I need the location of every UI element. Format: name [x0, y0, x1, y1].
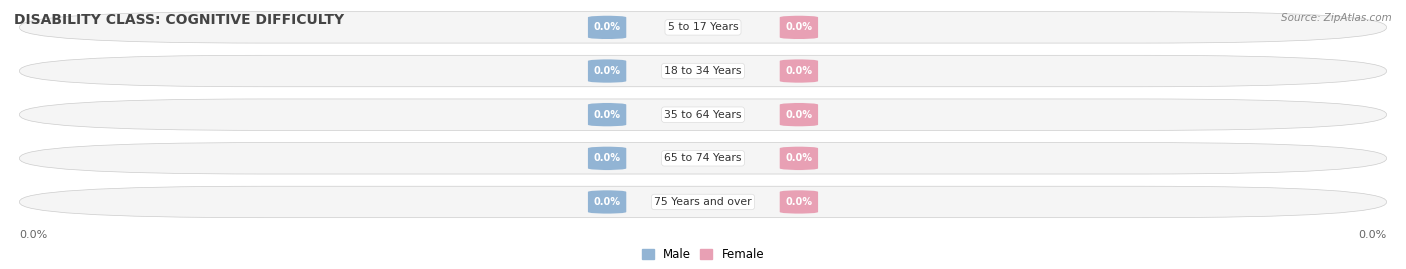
Text: 0.0%: 0.0%: [593, 153, 620, 163]
Text: 0.0%: 0.0%: [786, 110, 813, 120]
Text: 0.0%: 0.0%: [593, 22, 620, 32]
Text: 0.0%: 0.0%: [20, 230, 48, 240]
FancyBboxPatch shape: [588, 103, 626, 126]
Text: DISABILITY CLASS: COGNITIVE DIFFICULTY: DISABILITY CLASS: COGNITIVE DIFFICULTY: [14, 13, 344, 27]
FancyBboxPatch shape: [780, 147, 818, 170]
FancyBboxPatch shape: [588, 190, 626, 214]
FancyBboxPatch shape: [20, 12, 1386, 43]
FancyBboxPatch shape: [780, 190, 818, 214]
Text: 0.0%: 0.0%: [786, 153, 813, 163]
Text: 18 to 34 Years: 18 to 34 Years: [664, 66, 742, 76]
Text: 0.0%: 0.0%: [593, 66, 620, 76]
Text: 35 to 64 Years: 35 to 64 Years: [664, 110, 742, 120]
FancyBboxPatch shape: [20, 55, 1386, 87]
FancyBboxPatch shape: [780, 16, 818, 39]
Text: Source: ZipAtlas.com: Source: ZipAtlas.com: [1281, 13, 1392, 23]
FancyBboxPatch shape: [780, 59, 818, 83]
Legend: Male, Female: Male, Female: [637, 243, 769, 266]
Text: 75 Years and over: 75 Years and over: [654, 197, 752, 207]
Text: 0.0%: 0.0%: [593, 110, 620, 120]
FancyBboxPatch shape: [20, 186, 1386, 218]
FancyBboxPatch shape: [588, 147, 626, 170]
Text: 0.0%: 0.0%: [786, 197, 813, 207]
FancyBboxPatch shape: [20, 99, 1386, 130]
FancyBboxPatch shape: [588, 16, 626, 39]
Text: 65 to 74 Years: 65 to 74 Years: [664, 153, 742, 163]
Text: 0.0%: 0.0%: [593, 197, 620, 207]
Text: 5 to 17 Years: 5 to 17 Years: [668, 22, 738, 32]
FancyBboxPatch shape: [780, 103, 818, 126]
Text: 0.0%: 0.0%: [786, 66, 813, 76]
FancyBboxPatch shape: [20, 143, 1386, 174]
Text: 0.0%: 0.0%: [786, 22, 813, 32]
Text: 0.0%: 0.0%: [1358, 230, 1386, 240]
FancyBboxPatch shape: [588, 59, 626, 83]
